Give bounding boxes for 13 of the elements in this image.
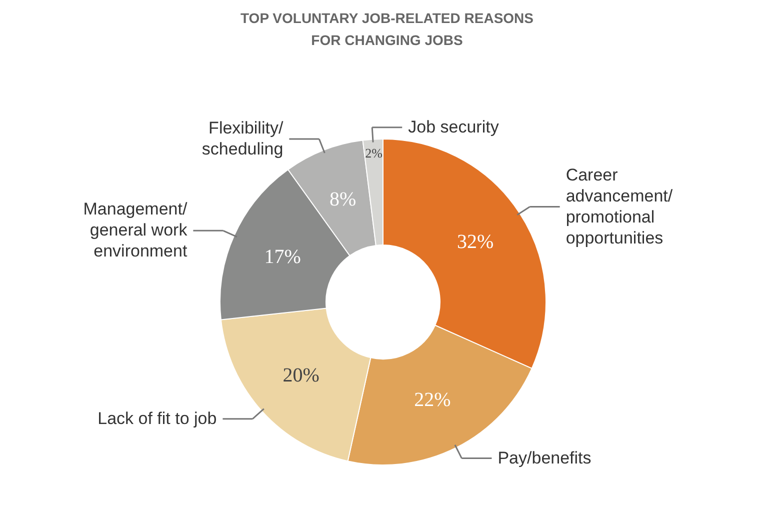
chart-title: TOP VOLUNTARY JOB-RELATED REASONS FOR CHANGING JOBS bbox=[240, 10, 534, 48]
data-label: 20% bbox=[282, 364, 320, 386]
slice-label: Pay/benefits bbox=[498, 448, 592, 468]
slice-label: Flexibility/ scheduling bbox=[202, 118, 284, 159]
data-label: 17% bbox=[264, 246, 301, 268]
data-label: 22% bbox=[414, 389, 451, 412]
data-label: 8% bbox=[330, 188, 356, 211]
slice-label: Management/ general work environment bbox=[83, 200, 188, 261]
slice-label: Job security bbox=[408, 117, 500, 136]
data-label: 32% bbox=[456, 231, 494, 254]
slice-label: Lack of fit to job bbox=[98, 408, 217, 428]
slice-label: Career advancement/ promotional opportunities bbox=[566, 165, 673, 248]
data-label: 2% bbox=[365, 145, 383, 160]
